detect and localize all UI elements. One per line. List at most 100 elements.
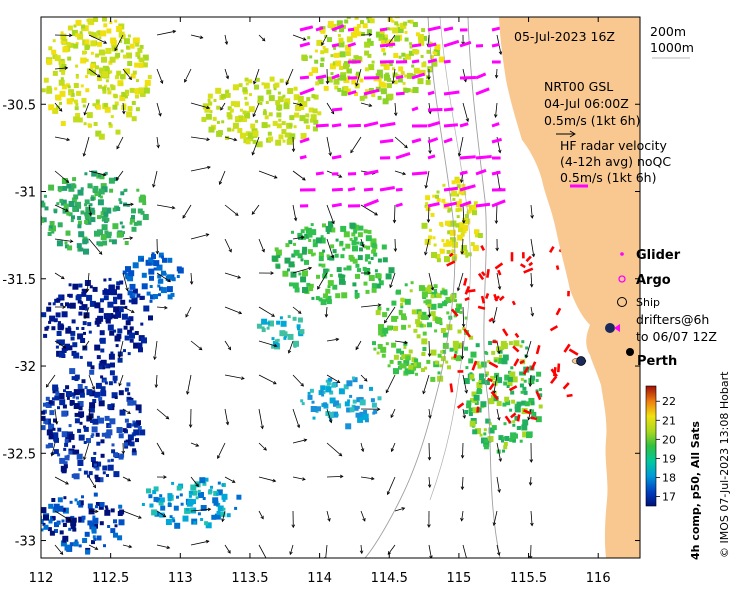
sst-pixel (356, 71, 360, 76)
sst-pixel (333, 46, 337, 50)
sst-pixel (510, 366, 514, 370)
sst-pixel (354, 83, 360, 89)
sst-pixel (519, 439, 523, 443)
sst-pixel (58, 351, 65, 358)
sst-pixel (365, 89, 370, 94)
sst-pixel (356, 241, 360, 245)
sst-pixel (110, 84, 114, 88)
current-arrowhead (494, 114, 498, 118)
sst-pixel (129, 441, 135, 447)
sst-pixel (457, 234, 464, 241)
sst-pixel (465, 254, 469, 258)
current-arrowhead (350, 149, 354, 154)
sst-pixel (306, 97, 311, 102)
current-arrowhead (171, 205, 176, 210)
sst-pixel (66, 454, 70, 458)
sst-pixel (319, 42, 323, 46)
sst-pixel (306, 282, 311, 287)
sst-pixel (221, 493, 228, 500)
sst-pixel (103, 103, 108, 107)
sst-pixel (194, 481, 201, 488)
sst-pixel (79, 392, 85, 398)
current-arrow (530, 204, 533, 219)
sst-pixel (484, 439, 489, 444)
sst-pixel (79, 247, 84, 252)
current-arrowhead (224, 41, 229, 46)
current-arrow (496, 442, 502, 462)
sst-pixel (61, 64, 67, 69)
sst-pixel (305, 227, 312, 234)
sst-pixel (167, 503, 172, 507)
sst-pixel (430, 376, 436, 382)
sst-pixel (111, 314, 116, 319)
current-arrowhead (325, 80, 330, 85)
sst-pixel (367, 19, 372, 23)
drifter-segment (523, 409, 532, 415)
sst-pixel (205, 113, 212, 120)
hf-radar-arrow (379, 122, 396, 128)
sst-pixel (248, 79, 253, 84)
sst-pixel (197, 489, 201, 493)
sst-pixel (483, 444, 489, 450)
sst-pixel (322, 390, 326, 394)
sst-pixel (148, 268, 155, 275)
sst-pixel (101, 207, 107, 213)
drifter-segment (502, 328, 509, 337)
sst-pixel (84, 531, 90, 537)
sst-pixel (76, 243, 82, 249)
sst-pixel (131, 215, 135, 219)
current-arrowhead (302, 37, 307, 41)
sst-pixel (317, 111, 322, 116)
drifter-segment (535, 390, 542, 401)
sst-pixel (68, 283, 72, 287)
sst-pixel (343, 63, 349, 70)
current-arrowhead (186, 391, 190, 395)
sst-pixel (418, 39, 425, 46)
sst-pixel (331, 382, 337, 388)
sst-pixel (447, 365, 451, 370)
sst-pixel (525, 346, 529, 350)
sst-pixel (301, 54, 308, 61)
current-arrowhead (427, 457, 432, 461)
current-arrowhead (50, 452, 54, 457)
sst-pixel (98, 504, 104, 510)
sst-pixel (522, 431, 529, 438)
current-arrow (122, 306, 135, 313)
sst-pixel (417, 34, 424, 40)
current-arrowhead (261, 37, 266, 42)
current-arrow (355, 340, 362, 350)
sst-pixel (97, 85, 101, 89)
current-arrow (394, 136, 408, 149)
sst-pixel (132, 262, 139, 269)
sst-pixel (470, 398, 474, 403)
sst-pixel (406, 88, 411, 93)
sst-pixel (443, 291, 448, 296)
sst-pixel (120, 82, 124, 86)
sst-pixel (107, 301, 114, 308)
sst-pixel (261, 318, 268, 325)
current-arrow (394, 507, 405, 512)
drifter-segment (471, 360, 478, 371)
hf-radar-arrow (459, 184, 476, 192)
sst-pixel (267, 321, 271, 325)
sst-pixel (225, 90, 229, 94)
current-arrow (122, 68, 132, 80)
sst-pixel (315, 409, 319, 413)
current-arrowhead (465, 118, 470, 123)
sst-pixel (92, 517, 99, 524)
sst-pixel (320, 235, 324, 239)
current-arrowhead (220, 106, 224, 111)
current-arrow (185, 306, 192, 318)
sst-pixel (110, 115, 114, 119)
current-arrowhead (494, 220, 499, 225)
sst-pixel (167, 294, 173, 300)
sst-pixel (311, 94, 316, 99)
sst-pixel (98, 477, 104, 483)
current-arrowhead (206, 105, 211, 110)
sst-pixel (126, 423, 132, 429)
sst-pixel (157, 274, 162, 279)
sst-pixel (386, 27, 390, 31)
sst-pixel (351, 240, 357, 246)
sst-pixel (388, 267, 395, 274)
current-arrowhead (528, 555, 533, 558)
